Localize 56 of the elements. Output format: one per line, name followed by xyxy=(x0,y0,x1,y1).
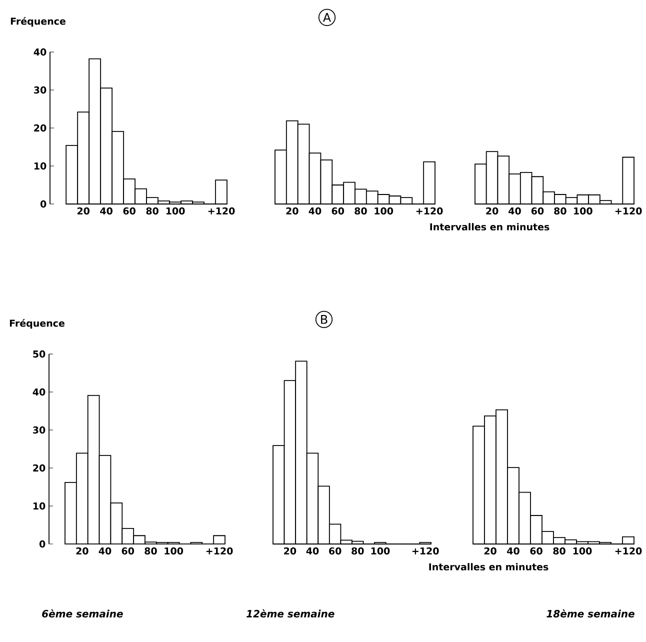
x-tick-label: 60 xyxy=(530,547,542,555)
x-axis-title: Intervalles en minutes xyxy=(430,223,550,230)
x-tick-label: 100 xyxy=(573,547,592,555)
x-tick-label: 60 xyxy=(329,547,342,555)
x-tick-label: +120 xyxy=(206,547,233,555)
x-tick-label: 20 xyxy=(484,547,496,555)
y-tick-label: 10 xyxy=(33,502,46,510)
x-tick-label: 40 xyxy=(508,207,521,215)
text: 18ème semaine xyxy=(546,609,634,618)
x-tick-label: +120 xyxy=(615,547,642,555)
x-tick-label: 40 xyxy=(100,207,112,215)
text: 12ème semaine xyxy=(246,609,334,618)
x-tick-label: 60 xyxy=(531,207,544,215)
x-tick-label: 40 xyxy=(306,547,319,555)
x-tick-label: 100 xyxy=(574,207,592,215)
x-tick-label: 60 xyxy=(332,207,344,215)
y-tick-label: 50 xyxy=(33,350,46,358)
x-tick-label: 80 xyxy=(553,547,566,555)
y-tick-label: 20 xyxy=(33,464,46,472)
x-tick-label: +120 xyxy=(412,547,439,555)
x-tick-label: 80 xyxy=(354,207,367,215)
chart-title: A xyxy=(322,13,332,22)
x-tick-label: 80 xyxy=(144,547,157,555)
x-tick-label: 40 xyxy=(308,207,322,215)
y-tick-label: 0 xyxy=(40,200,46,208)
text: 6ème semaine xyxy=(42,609,123,618)
y-tick-label: 40 xyxy=(34,48,46,56)
x-tick-label: 60 xyxy=(122,547,134,555)
x-tick-label: 20 xyxy=(284,547,296,555)
x-tick-label: 20 xyxy=(76,547,88,555)
x-tick-label: 40 xyxy=(507,547,520,555)
x-tick-label: 20 xyxy=(486,207,498,215)
x-tick-label: 80 xyxy=(146,207,158,215)
y-axis-title: Fréquence xyxy=(10,17,66,27)
x-tick-label: 100 xyxy=(374,207,394,215)
x-tick-label: 20 xyxy=(77,207,90,215)
y-tick-label: 10 xyxy=(34,162,46,170)
chart-title: B xyxy=(321,315,328,324)
x-tick-label: 80 xyxy=(554,207,566,215)
x-tick-label: 100 xyxy=(166,207,185,215)
y-tick-label: 40 xyxy=(32,388,46,396)
x-axis-title: Intervalles en minutes xyxy=(429,563,548,570)
x-tick-label: 20 xyxy=(286,207,298,215)
x-tick-label: +120 xyxy=(615,207,642,215)
x-tick-label: 100 xyxy=(164,547,184,555)
y-tick-label: 30 xyxy=(33,426,46,434)
y-tick-label: 30 xyxy=(34,86,46,94)
y-tick-label: 20 xyxy=(34,124,46,132)
x-tick-label: 60 xyxy=(123,207,136,215)
x-tick-label: 80 xyxy=(352,547,364,555)
y-tick-label: 0 xyxy=(39,540,46,548)
x-tick-label: 40 xyxy=(98,547,112,555)
x-tick-label: 100 xyxy=(371,547,390,555)
x-tick-label: +120 xyxy=(416,207,443,215)
x-tick-label: +120 xyxy=(208,207,235,215)
y-axis-title: Fréquence xyxy=(10,319,64,329)
